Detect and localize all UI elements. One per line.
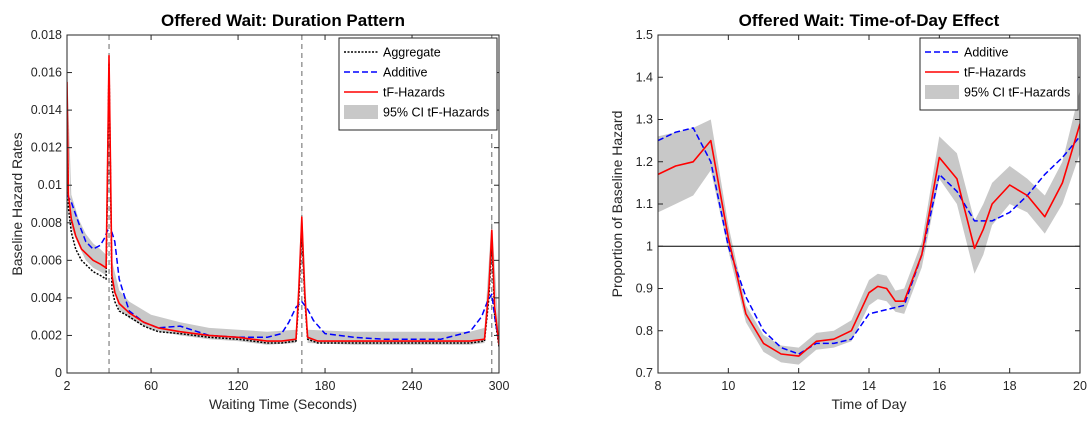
x-tick-label: 10 [721, 379, 735, 393]
x-tick-label: 16 [932, 379, 946, 393]
ci-band [658, 89, 1080, 365]
y-tick-label: 0.012 [31, 141, 62, 155]
y-tick-label: 1.2 [636, 155, 653, 169]
y-tick-label: 0.014 [31, 103, 62, 117]
y-tick-label: 1.4 [636, 70, 653, 84]
legend-swatch-ci [925, 85, 959, 99]
x-tick-label: 12 [792, 379, 806, 393]
chart-title: Offered Wait: Duration Pattern [161, 11, 405, 30]
x-tick-label: 120 [228, 379, 249, 393]
axes-box [66, 34, 500, 374]
y-tick-label: 0.7 [636, 366, 653, 380]
series-aggregate [67, 62, 499, 347]
x-tick-label: 18 [1003, 379, 1017, 393]
series-tf-hazards [658, 123, 1080, 357]
legend-label: tF-Hazards [383, 86, 445, 100]
legend: Additive tF-Hazards 95% CI tF-Hazards [919, 37, 1079, 111]
x-axis-label: Waiting Time (Seconds) [209, 396, 357, 412]
x-tick-label: 14 [862, 379, 876, 393]
y-tick-label: 1.3 [636, 113, 653, 127]
x-tick-label: 180 [315, 379, 336, 393]
y-tick-label: 1.1 [636, 197, 653, 211]
chart-title: Offered Wait: Time-of-Day Effect [739, 11, 1000, 30]
legend: Aggregate Additive tF-Hazards 95% CI tF-Haz… [338, 37, 498, 131]
plot-area [658, 89, 1080, 365]
y-tick-label: 0.016 [31, 66, 62, 80]
y-tick-label: 1 [646, 239, 653, 253]
x-axis-label: Time of Day [832, 396, 907, 412]
y-tick-label: 0.018 [31, 28, 62, 42]
legend-label: tF-Hazards [964, 66, 1026, 80]
chart-panel-right: 8 10 12 14 16 18 20 0.7 0.8 0.9 1 1.1 1.2 1.3 1.4 1.5 Of… [609, 11, 1087, 412]
legend-label: Additive [964, 46, 1009, 60]
x-tick-label: 300 [489, 379, 510, 393]
y-tick-label: 1.5 [636, 28, 653, 42]
y-tick-label: 0.002 [31, 328, 62, 342]
x-tick-label: 60 [144, 379, 158, 393]
x-tick-label: 20 [1073, 379, 1087, 393]
chart-panel-left: 2 60 120 180 240 300 0 0.002 0.004 0.006 0.008 0.01… [9, 11, 509, 412]
y-tick-label: 0.8 [636, 324, 653, 338]
legend-label: Additive [383, 66, 428, 80]
series-additive [67, 194, 499, 344]
y-tick-label: 0.9 [636, 282, 653, 296]
legend-label: 95% CI tF-Hazards [964, 86, 1070, 100]
y-tick-label: 0 [55, 366, 62, 380]
y-axis-label: Proportion of Baseline Hazard [609, 111, 625, 298]
y-tick-label: 0.01 [38, 178, 62, 192]
plot-area [67, 35, 499, 373]
series-additive [658, 127, 1080, 355]
legend-label: Aggregate [383, 46, 441, 60]
legend-swatch-ci [344, 105, 378, 119]
y-axis-label: Baseline Hazard Rates [9, 132, 25, 275]
y-tick-label: 0.006 [31, 253, 62, 267]
x-tick-label: 8 [655, 379, 662, 393]
series-tf-hazards [67, 54, 499, 345]
y-tick-label: 0.008 [31, 216, 62, 230]
y-tick-label: 0.004 [31, 291, 62, 305]
x-tick-label: 2 [64, 379, 71, 393]
legend-label: 95% CI tF-Hazards [383, 106, 489, 120]
x-tick-label: 240 [402, 379, 423, 393]
